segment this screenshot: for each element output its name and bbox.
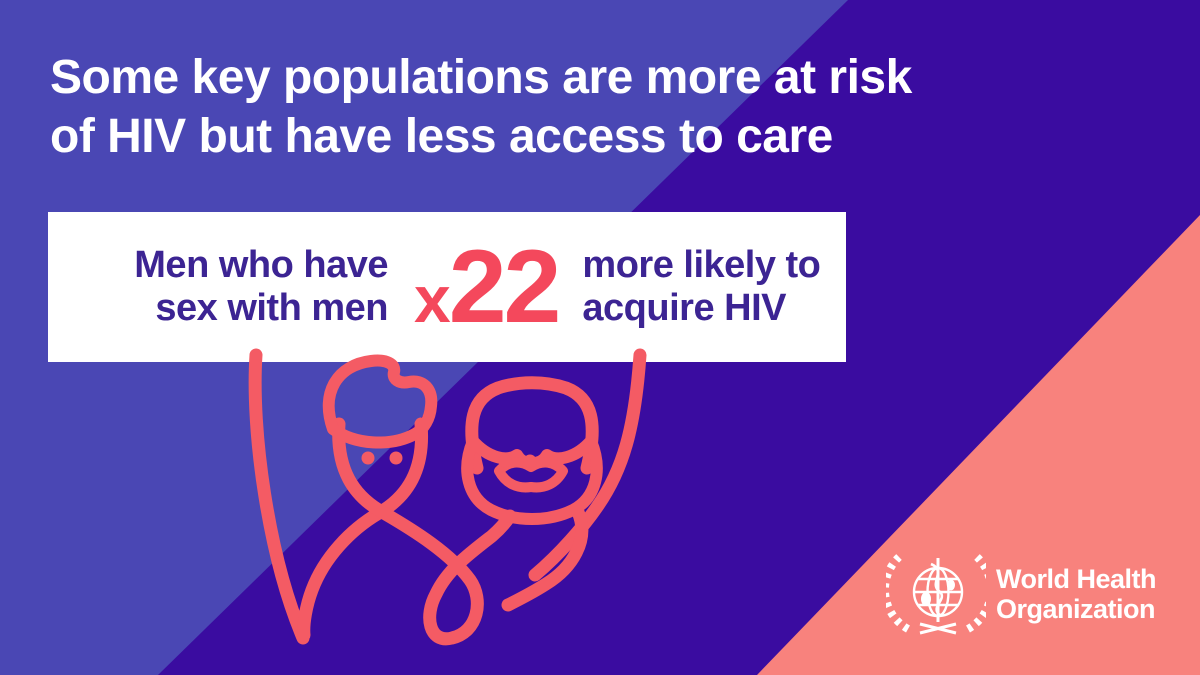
- who-logo: World Health Organization: [886, 548, 1157, 640]
- page-title: Some key populations are more at risk of…: [50, 48, 912, 166]
- outcome-label: more likely to acquire HIV: [582, 244, 820, 330]
- who-wordmark-line-2: Organization: [996, 594, 1156, 624]
- outcome-line-1: more likely to: [582, 244, 821, 286]
- multiplier-value: 22: [448, 228, 562, 345]
- population-line-1: Men who have: [134, 244, 388, 286]
- title-line-1: Some key populations are more at risk: [50, 51, 912, 104]
- multiplier-stat: x 22: [414, 228, 562, 347]
- who-emblem-icon: [886, 554, 986, 635]
- title-line-2: of HIV but have less access to care: [50, 110, 833, 163]
- outcome-line-2: acquire HIV: [582, 287, 786, 329]
- stat-banner: Men who have sex with men x 22 more likel…: [48, 212, 846, 362]
- population-label: Men who have sex with men: [88, 244, 388, 330]
- who-wordmark-line-1: World Health: [996, 564, 1157, 594]
- left-man-eye-left: [361, 451, 375, 465]
- multiplier-prefix: x: [414, 261, 451, 336]
- population-line-2: sex with men: [155, 287, 388, 329]
- who-wordmark: World Health Organization: [996, 564, 1157, 624]
